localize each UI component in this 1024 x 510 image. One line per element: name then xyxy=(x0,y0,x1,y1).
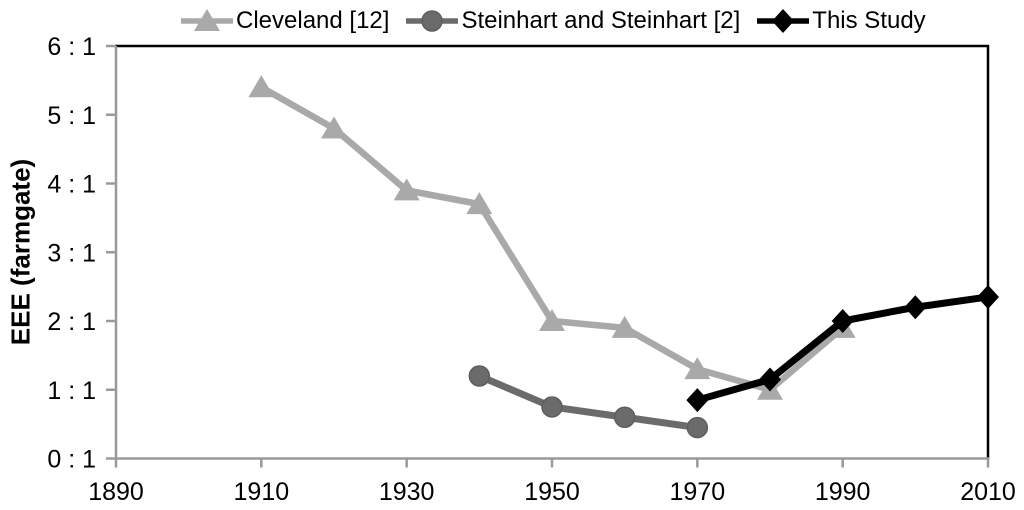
series-cleveland-12-point xyxy=(611,315,638,338)
series-this-study-point xyxy=(686,388,709,413)
legend-label: This Study xyxy=(812,7,926,34)
series-cleveland-12-point xyxy=(393,178,420,201)
series-cleveland-12-point xyxy=(321,116,347,139)
x-tick-label: 1930 xyxy=(379,478,435,506)
series-steinhart-and-steinhart-2-point xyxy=(613,406,636,428)
series-steinhart-and-steinhart-2-point xyxy=(541,396,563,418)
legend-triangle-marker-icon xyxy=(181,9,233,31)
x-tick-label: 1950 xyxy=(524,478,580,506)
x-tick-label: 1970 xyxy=(670,478,726,506)
series-cleveland-12-point xyxy=(539,309,565,331)
x-tick-label: 1990 xyxy=(815,478,871,506)
chart-legend: Cleveland [12] Steinhart and Steinhart [2… xyxy=(180,0,926,42)
series-steinhart-and-steinhart-2-point xyxy=(468,365,491,387)
y-tick-label: 5 : 1 xyxy=(47,102,96,130)
series-steinhart-and-steinhart-2-line xyxy=(475,372,701,432)
series-this-study xyxy=(686,284,999,413)
series-cleveland-12-line xyxy=(258,84,846,393)
legend-label: Cleveland [12] xyxy=(236,7,390,34)
legend-item-this-study: This Study xyxy=(756,6,926,36)
x-tick-label: 2010 xyxy=(960,478,1016,506)
x-tick-label: 1890 xyxy=(88,478,144,506)
y-tick-label: 6 : 1 xyxy=(47,33,96,61)
series-cleveland-12 xyxy=(248,75,856,400)
legend-item-cleveland-12: Cleveland [12] xyxy=(180,6,389,36)
legend-diamond-glyph xyxy=(772,9,795,33)
series-this-study-point xyxy=(759,367,781,392)
legend-circle-glyph xyxy=(421,10,444,32)
y-tick-label: 0 : 1 xyxy=(47,446,96,474)
series-cleveland-12-point xyxy=(466,192,493,215)
series-cleveland-12-point xyxy=(248,75,275,98)
series-this-study-point xyxy=(904,295,927,320)
legend-label: Steinhart and Steinhart [2] xyxy=(461,7,741,34)
series-this-study-point xyxy=(831,309,854,333)
y-tick-label: 1 : 1 xyxy=(47,377,96,405)
x-tick-label: 1910 xyxy=(234,478,290,506)
y-tick-label: 3 : 1 xyxy=(47,239,96,267)
y-tick-label: 4 : 1 xyxy=(47,171,96,199)
legend-circle-marker-icon xyxy=(406,10,459,32)
legend-item-steinhart-and-steinhart-2: Steinhart and Steinhart [2] xyxy=(405,6,740,36)
series-cleveland-12-point xyxy=(684,357,711,380)
series-steinhart-and-steinhart-2 xyxy=(468,365,709,439)
legend-diamond-marker-icon xyxy=(757,9,810,33)
y-tick-label: 2 : 1 xyxy=(47,308,96,336)
legend-triangle-glyph xyxy=(194,9,220,31)
series-steinhart-and-steinhart-2-point xyxy=(686,416,709,439)
series-this-study-point xyxy=(977,284,999,309)
